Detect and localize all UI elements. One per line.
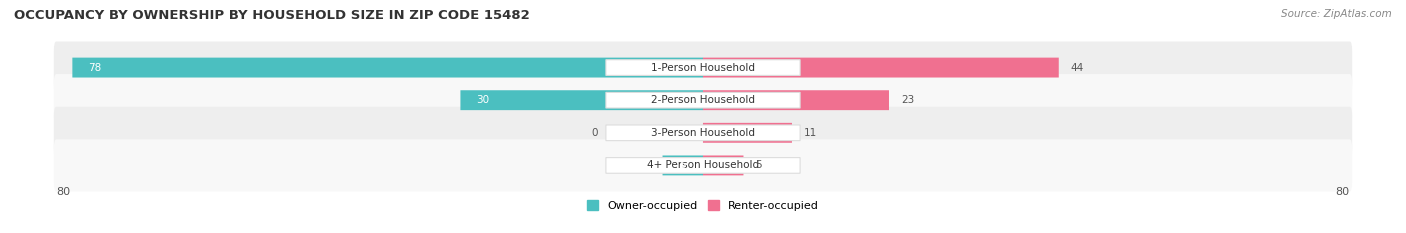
FancyBboxPatch shape: [703, 90, 889, 110]
Text: 5: 5: [679, 161, 685, 170]
Text: 3-Person Household: 3-Person Household: [651, 128, 755, 138]
FancyBboxPatch shape: [703, 123, 792, 143]
FancyBboxPatch shape: [53, 107, 1353, 159]
Text: 5: 5: [755, 161, 762, 170]
FancyBboxPatch shape: [72, 58, 703, 78]
Text: 4+ Person Household: 4+ Person Household: [647, 161, 759, 170]
Text: 2-Person Household: 2-Person Household: [651, 95, 755, 105]
FancyBboxPatch shape: [703, 155, 744, 175]
Text: 30: 30: [477, 95, 489, 105]
FancyBboxPatch shape: [53, 41, 1353, 94]
Legend: Owner-occupied, Renter-occupied: Owner-occupied, Renter-occupied: [582, 196, 824, 215]
Text: 1-Person Household: 1-Person Household: [651, 63, 755, 72]
Text: 80: 80: [1336, 187, 1350, 197]
FancyBboxPatch shape: [53, 74, 1353, 126]
Text: 11: 11: [804, 128, 817, 138]
Text: OCCUPANCY BY OWNERSHIP BY HOUSEHOLD SIZE IN ZIP CODE 15482: OCCUPANCY BY OWNERSHIP BY HOUSEHOLD SIZE…: [14, 9, 530, 22]
FancyBboxPatch shape: [606, 60, 800, 75]
Text: 23: 23: [901, 95, 914, 105]
FancyBboxPatch shape: [606, 158, 800, 173]
FancyBboxPatch shape: [662, 155, 703, 175]
FancyBboxPatch shape: [606, 92, 800, 108]
FancyBboxPatch shape: [460, 90, 703, 110]
FancyBboxPatch shape: [703, 58, 1059, 78]
Text: 44: 44: [1071, 63, 1084, 72]
Text: Source: ZipAtlas.com: Source: ZipAtlas.com: [1281, 9, 1392, 19]
FancyBboxPatch shape: [53, 139, 1353, 192]
Text: 0: 0: [592, 128, 598, 138]
FancyBboxPatch shape: [606, 125, 800, 141]
Text: 80: 80: [56, 187, 70, 197]
Text: 78: 78: [89, 63, 101, 72]
